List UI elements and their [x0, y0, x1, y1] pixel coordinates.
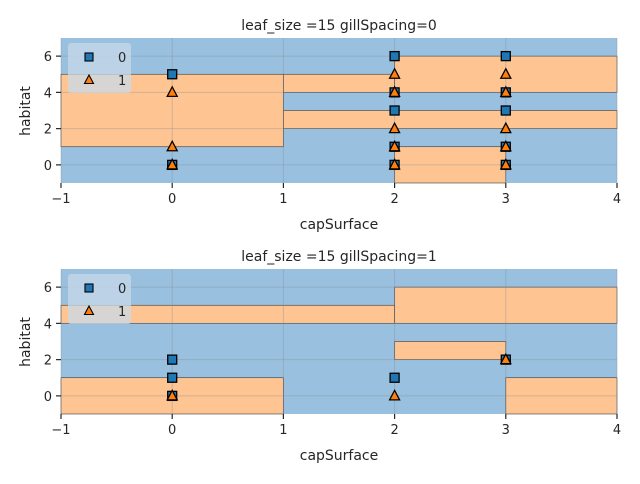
legend: 01: [68, 274, 131, 324]
legend-marker-triangle: [83, 73, 95, 85]
x-tick-label: −1: [51, 192, 70, 207]
chart-title: leaf_size =15 gillSpacing=0: [241, 18, 437, 34]
data-point-series-0: [167, 69, 178, 80]
y-axis-label: habitat: [18, 317, 34, 367]
subplot-top: leaf_size =15 gillSpacing=0 capSurface h…: [18, 18, 437, 233]
data-point-series-1: [388, 67, 401, 79]
legend-label: 1: [118, 74, 126, 89]
x-tick-label: 4: [613, 423, 621, 438]
y-tick-label: 2: [44, 354, 52, 369]
data-point-series-0: [167, 354, 178, 365]
data-point-series-1: [499, 67, 512, 79]
subplot-bottom: leaf_size =15 gillSpacing=1 capSurface h…: [18, 249, 437, 464]
data-point-series-1: [388, 121, 401, 134]
decision-region-class-1: [283, 110, 618, 129]
legend-label: 0: [118, 51, 126, 66]
decision-region-class-1: [394, 341, 507, 360]
data-point-series-0: [389, 105, 400, 116]
legend-box: [68, 274, 131, 324]
data-point-series-0: [389, 372, 400, 383]
x-tick-label: −1: [51, 423, 70, 438]
legend-marker-square: [84, 283, 94, 293]
x-tick-label: 4: [613, 192, 621, 207]
decision-region-class-1: [394, 286, 618, 324]
data-point-series-1: [166, 85, 179, 98]
data-point-series-1: [499, 85, 512, 98]
x-tick-label: 3: [502, 192, 510, 207]
y-axis-label: habitat: [18, 86, 34, 136]
data-point-series-1: [388, 139, 401, 152]
data-point-series-0: [500, 105, 511, 116]
legend: 01: [68, 43, 131, 93]
legend-marker-triangle: [83, 304, 95, 316]
x-tick-label: 2: [390, 192, 398, 207]
y-tick-label: 4: [44, 317, 52, 332]
x-tick-label: 1: [279, 423, 287, 438]
data-point-series-0: [500, 50, 511, 62]
legend-label: 0: [118, 282, 126, 297]
data-point-series-1: [388, 85, 401, 98]
y-tick-label: 2: [44, 123, 52, 138]
data-point-series-1: [166, 139, 179, 152]
data-point-series-1: [499, 139, 512, 152]
y-tick-label: 4: [44, 86, 52, 101]
y-tick-label: 0: [44, 390, 52, 405]
x-tick-label: 1: [279, 192, 287, 207]
x-axis-label: capSurface: [300, 448, 379, 464]
data-point-series-1: [388, 388, 401, 401]
x-tick-label: 0: [168, 423, 176, 438]
data-point-series-1: [388, 157, 401, 170]
data-point-series-0: [167, 372, 178, 383]
x-tick-label: 0: [168, 192, 176, 207]
y-tick-label: 6: [44, 50, 52, 65]
decision-region-class-1: [505, 377, 618, 415]
data-point-series-0: [389, 50, 400, 62]
decision-region-class-1: [283, 73, 395, 93]
legend-box: [68, 43, 131, 93]
data-point-series-1: [499, 121, 512, 134]
data-point-series-1: [499, 352, 512, 365]
chart-title: leaf_size =15 gillSpacing=1: [241, 249, 437, 265]
x-tick-label: 3: [502, 423, 510, 438]
y-tick-label: 6: [44, 281, 52, 296]
legend-label: 1: [118, 305, 126, 320]
y-tick-label: 0: [44, 159, 52, 174]
x-tick-label: 2: [390, 423, 398, 438]
x-axis-label: capSurface: [300, 217, 379, 233]
data-point-series-1: [166, 157, 179, 170]
legend-marker-square: [84, 52, 94, 62]
decision-region-class-1: [394, 146, 507, 184]
data-point-series-1: [166, 388, 179, 401]
data-point-series-1: [499, 157, 512, 170]
